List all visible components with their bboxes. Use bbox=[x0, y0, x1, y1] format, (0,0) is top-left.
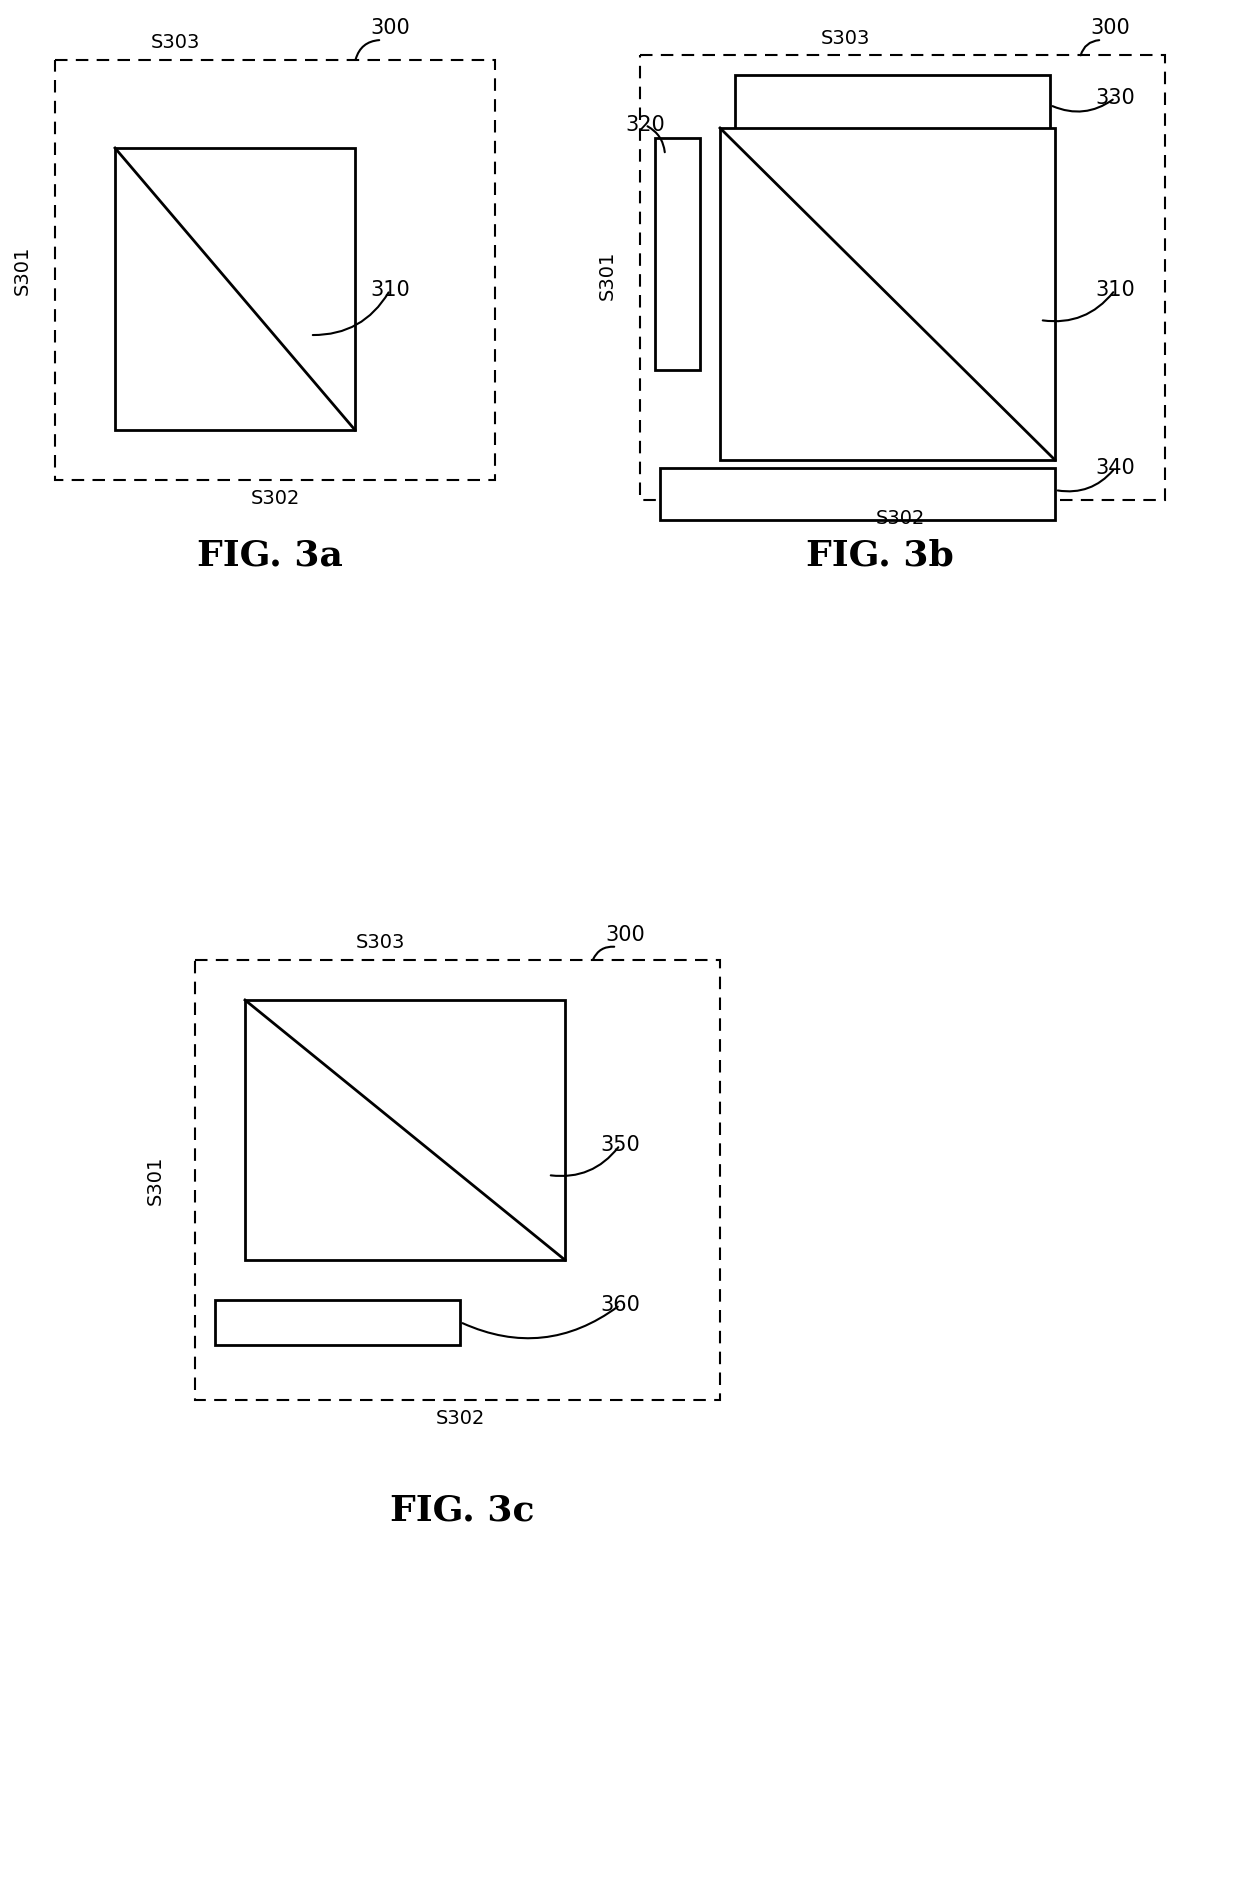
Text: S302: S302 bbox=[435, 1409, 485, 1428]
Bar bbox=[660, 468, 1055, 521]
Text: 340: 340 bbox=[1095, 458, 1135, 477]
Bar bbox=[640, 55, 1166, 500]
Text: FIG. 3b: FIG. 3b bbox=[806, 538, 954, 572]
Bar bbox=[115, 148, 355, 430]
Text: S301: S301 bbox=[598, 250, 616, 299]
Text: 310: 310 bbox=[370, 280, 410, 299]
Text: 300: 300 bbox=[370, 19, 410, 38]
Text: S303: S303 bbox=[150, 32, 200, 51]
Text: 310: 310 bbox=[1095, 280, 1135, 299]
Text: 330: 330 bbox=[1095, 87, 1135, 108]
Text: 300: 300 bbox=[1090, 19, 1130, 38]
Text: 320: 320 bbox=[625, 116, 665, 134]
Text: FIG. 3c: FIG. 3c bbox=[389, 1492, 534, 1527]
Bar bbox=[655, 138, 701, 369]
Bar bbox=[195, 960, 720, 1400]
Text: 350: 350 bbox=[600, 1135, 640, 1155]
Bar bbox=[55, 61, 495, 479]
Text: S302: S302 bbox=[250, 489, 300, 508]
Text: FIG. 3a: FIG. 3a bbox=[197, 538, 343, 572]
Text: S301: S301 bbox=[145, 1155, 165, 1205]
Bar bbox=[215, 1299, 460, 1345]
Text: 300: 300 bbox=[605, 924, 645, 945]
Bar bbox=[720, 129, 1055, 460]
Bar bbox=[246, 1000, 565, 1260]
Text: S303: S303 bbox=[821, 28, 869, 47]
Bar bbox=[735, 76, 1050, 131]
Text: S303: S303 bbox=[356, 932, 404, 951]
Text: 360: 360 bbox=[600, 1295, 640, 1314]
Text: S301: S301 bbox=[12, 246, 31, 295]
Text: S302: S302 bbox=[875, 508, 925, 528]
